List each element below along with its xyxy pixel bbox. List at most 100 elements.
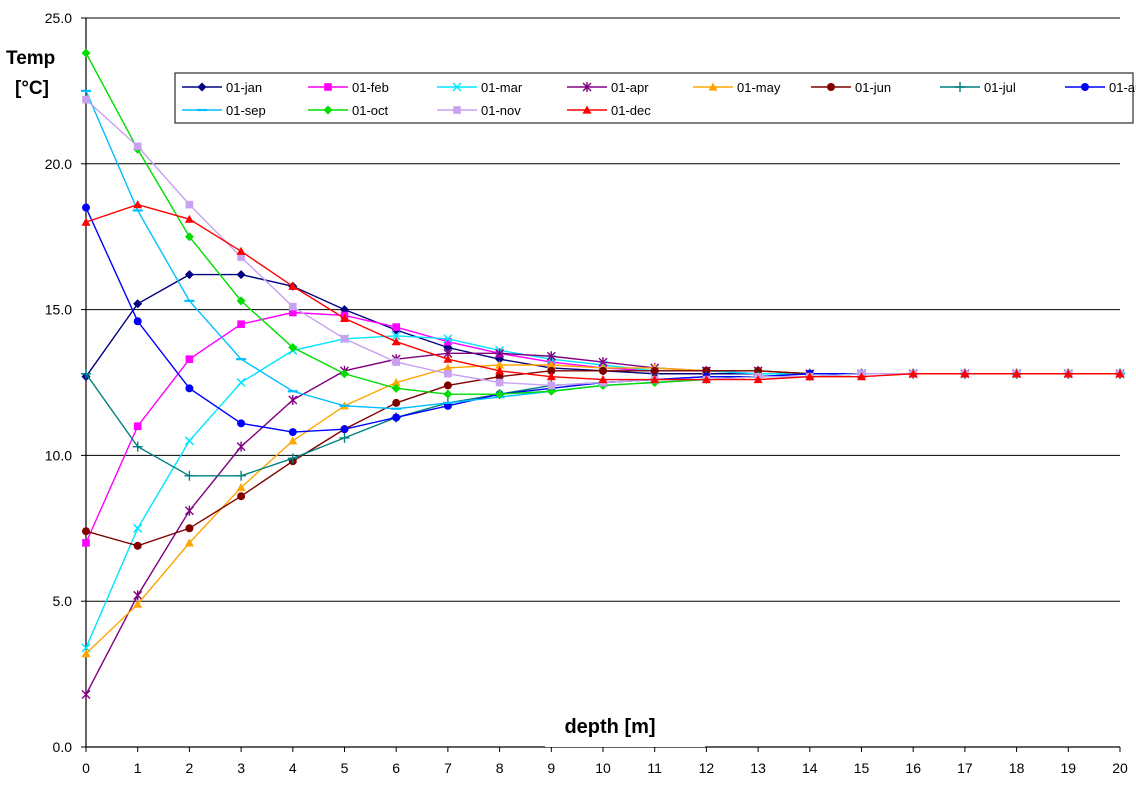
x-tick-label: 11 [647,760,662,776]
x-tick-label: 4 [289,760,297,776]
data-point-01-may [495,360,505,369]
data-point-01-dec [598,375,608,384]
legend-label: 01-oct [352,103,389,118]
data-point-01-oct [288,343,298,353]
data-point-01-may [391,378,401,387]
data-point-01-nov [185,200,194,209]
data-point-01-nov [133,142,142,151]
data-point-01-mar [184,436,194,446]
data-point-01-dec [701,375,711,384]
series-01-apr [81,348,1125,700]
legend-label: 01-may [737,80,781,95]
series-line-01-dec [85,203,1120,381]
data-point-01-jan [184,270,194,280]
data-point-01-dec [288,281,298,290]
x-tick-label: 15 [854,760,870,776]
legend-item-01-may: 01-may [693,80,781,95]
data-point-01-dec [1012,369,1022,378]
data-point-01-dec [1063,369,1073,378]
legend-label: 01-feb [352,80,389,95]
x-tick-label: 1 [134,760,142,776]
data-point-01-jul [287,453,298,464]
x-tick-label: 12 [699,760,715,776]
data-point-01-nov [495,378,504,387]
data-point-01-dec [1115,369,1125,378]
data-point-01-feb [444,337,452,346]
legend-label: 01-aug [1109,80,1136,95]
data-point-01-jan [236,270,246,280]
data-point-01-nov [82,95,90,104]
grid-lines [86,17,1120,602]
x-tick-label: 2 [186,760,194,776]
series-01-dec [81,200,1125,384]
data-point-01-nov [444,369,452,378]
legend-item-01-jul: 01-jul [940,80,1016,95]
data-point-01-jun [392,398,401,407]
legend-item-01-feb: 01-feb [308,80,389,95]
legend: 01-jan 01-feb 01-mar 01-apr 01-may 01-jun 01-j… [182,80,1136,118]
data-point-01-may [546,360,556,369]
data-point-01-dec [805,372,815,381]
x-tick-labels: 0 1 2 3 4 5 6 7 8 9 10 11 12 13 14 15 16 17 18 19 20 [82,760,1128,776]
data-point-01-apr [236,441,246,452]
data-point-01-jun [702,366,711,375]
data-point-01-nov [237,253,245,261]
y-axis-label-line2: [°C] [15,78,49,99]
data-point-01-apr [133,590,143,601]
x-tick-label: 13 [750,760,766,776]
data-point-01-dec [133,200,143,209]
data-point-01-feb [237,320,245,328]
data-point-01-dec [184,214,194,223]
legend-marker [827,83,835,91]
x-tick-label: 9 [547,760,555,776]
series-01-aug [82,203,1124,437]
data-point-01-dec [495,366,505,375]
series-line-01-apr [85,352,1120,695]
y-tick-label: 15.0 [45,302,72,318]
data-point-01-apr [184,505,194,516]
data-point-01-feb [133,422,142,431]
data-point-01-may [184,538,194,547]
data-point-01-nov [547,381,556,390]
legend-marker [323,105,333,115]
data-point-01-may [133,599,143,608]
legend-box [174,72,1134,124]
data-point-01-may [443,363,453,372]
data-point-01-oct [340,369,349,379]
x-tick-label: 14 [802,760,818,776]
data-point-01-dec [960,369,970,378]
data-point-01-feb [82,539,90,547]
data-point-01-apr [288,394,298,405]
legend-label: 01-dec [611,103,651,118]
legend-marker [582,82,592,92]
legend-marker [708,82,718,91]
y-tick-label: 0.0 [53,739,73,755]
x-tick-label: 20 [1112,760,1128,776]
data-point-01-jun [650,366,659,375]
legend-item-01-nov: 01-nov [437,103,521,118]
series-01-feb [82,308,1124,547]
data-point-01-jun [185,524,194,533]
series-line-01-aug [85,207,1120,433]
legend-label: 01-jul [984,80,1016,95]
data-point-01-jul [236,470,247,481]
x-tick-label: 7 [444,760,452,776]
legend-item-01-dec: 01-dec [567,103,651,118]
y-tick-label: 20.0 [45,156,72,172]
y-tick-label: 10.0 [45,447,72,463]
data-point-01-nov [392,358,400,366]
data-point-01-oct [184,232,194,242]
data-point-01-aug [82,203,90,212]
data-point-01-feb [392,323,400,331]
data-point-01-nov [340,334,349,343]
legend-label: 01-apr [611,80,649,95]
data-point-01-dec [236,246,246,255]
data-point-01-dec [546,372,556,381]
y-tick-label: 5.0 [53,593,73,609]
x-tick-label: 5 [341,760,349,776]
data-point-01-jun [599,366,607,375]
legend-item-01-oct: 01-oct [308,103,389,118]
data-point-01-oct [236,296,246,306]
data-point-01-dec [650,375,660,384]
legend-marker [955,82,965,92]
